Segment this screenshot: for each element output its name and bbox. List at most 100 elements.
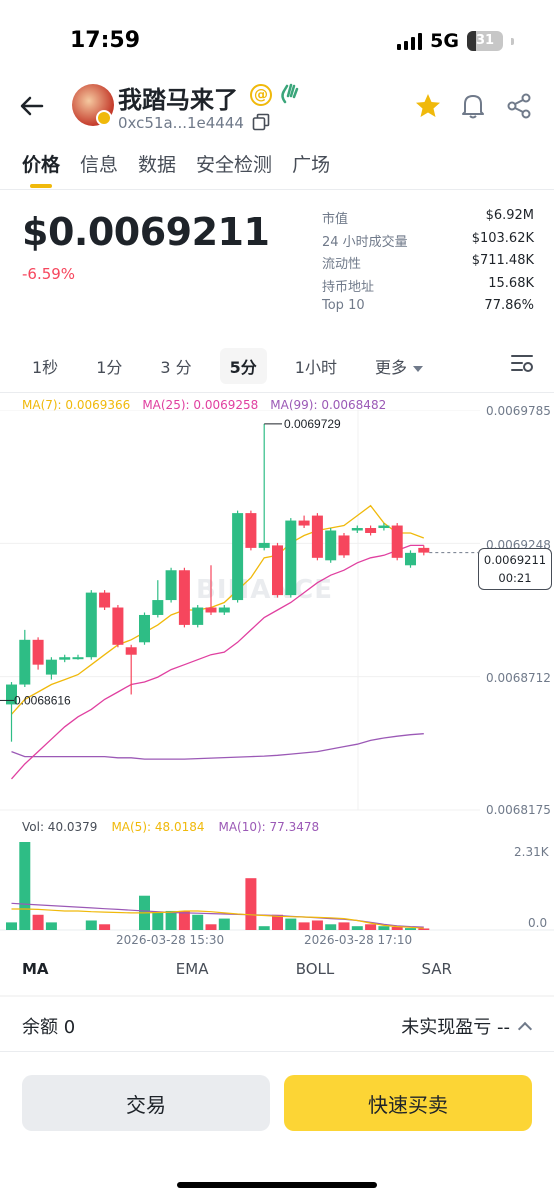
indicator-ema[interactable]: EMA (175, 960, 209, 978)
candle-body (258, 542, 270, 548)
volume-bar (285, 918, 297, 930)
volume-bar (152, 912, 164, 930)
stat-row: Top 10 77.86% (322, 298, 534, 321)
stat-label: 24 小时成交量 (322, 234, 408, 250)
section-divider (0, 995, 554, 997)
annotations: 0.0069729 0.0068616 (0, 417, 478, 707)
quick-buy-sell-button[interactable]: 快速买卖 (284, 1075, 532, 1131)
stat-value: $6.92M (485, 208, 534, 223)
ma99-legend: MA(99): 0.0068482 (270, 398, 387, 412)
stat-label: 市值 (322, 212, 349, 227)
status-right: 5G 31 (397, 30, 514, 52)
stat-value: 77.86% (484, 298, 534, 313)
volume-bar (85, 920, 97, 930)
share-icon[interactable] (506, 93, 532, 119)
candle-body (45, 659, 57, 675)
volume-bar (338, 922, 350, 930)
candle-body (245, 513, 257, 548)
vol-ma10-legend: MA(10): 77.3478 (218, 820, 320, 834)
candle-body (418, 547, 430, 553)
interval-1h[interactable]: 1小时 (294, 358, 337, 377)
candle-body (85, 592, 97, 658)
candle-body (112, 607, 124, 645)
tab-price[interactable]: 价格 (22, 154, 61, 176)
chart-top-divider (0, 392, 554, 393)
vol-ma5-legend: MA(5): 48.0184 (111, 820, 205, 834)
tab-square[interactable]: 广场 (292, 154, 331, 176)
bell-icon[interactable] (460, 92, 486, 120)
stat-row: 24 小时成交量 $103.62K (322, 231, 534, 254)
copy-icon[interactable] (252, 113, 270, 131)
volume-bar (351, 926, 363, 930)
binance-watermark: BINANCE (196, 575, 333, 605)
candle-body (405, 552, 416, 566)
volume-bar (365, 924, 377, 930)
back-arrow-icon[interactable] (18, 92, 46, 120)
candlestick-chart[interactable]: 0.0069729 0.0068616 (0, 410, 554, 820)
indicator-sar[interactable]: SAR (421, 960, 452, 978)
volume-bar (391, 926, 403, 930)
status-time: 17:59 (70, 28, 141, 53)
candle-body (178, 570, 190, 625)
time-label: 2026-03-28 17:10 (304, 933, 413, 947)
token-name: 我踏马来了 (118, 86, 238, 114)
indicator-ma[interactable]: MA (22, 960, 49, 978)
interval-selector: 1秒 1分 3 分 5分 1小时 更多 (22, 348, 451, 384)
interval-3m[interactable]: 3 分 (160, 358, 192, 377)
volume-bar (418, 928, 430, 930)
countdown: 00:21 (498, 571, 532, 585)
volume-bar (378, 926, 390, 930)
battery-icon: 31 (467, 31, 503, 51)
volume-bar (19, 842, 31, 930)
wave-hand-icon (281, 83, 299, 104)
stat-label: Top 10 (322, 298, 365, 313)
low-price-label: 0.0068616 (14, 693, 71, 707)
candle-body (311, 515, 323, 558)
interval-1s[interactable]: 1秒 (32, 358, 59, 377)
volume-bar (272, 914, 283, 930)
price-axis-label: 0.0069785 (486, 404, 551, 418)
main-tabs: 价格 信息 数据 安全检测 广场 (22, 150, 330, 177)
unrealized-pnl[interactable]: 未实现盈亏 -- (401, 1013, 533, 1039)
candle-body (232, 513, 244, 601)
candle-body (325, 530, 337, 561)
chart-settings-icon[interactable] (510, 352, 534, 374)
tab-security[interactable]: 安全检测 (196, 154, 273, 176)
candle-body (378, 525, 390, 529)
ma7-legend: MA(7): 0.0069366 (22, 398, 131, 412)
caret-down-icon (413, 365, 423, 372)
interval-1m[interactable]: 1分 (96, 358, 123, 377)
volume-bar (218, 918, 230, 930)
unrealized-pnl-label: 未实现盈亏 -- (401, 1017, 510, 1038)
candle-body (19, 639, 31, 685)
candle-body (59, 657, 71, 660)
price-axis-label: 0.0068712 (486, 671, 551, 685)
volume-bar (32, 914, 44, 930)
interval-5m[interactable]: 5分 (219, 348, 267, 384)
time-label: 2026-03-28 15:30 (116, 933, 225, 947)
candle-body (125, 647, 137, 655)
volume-bar (192, 914, 204, 930)
candle-body (218, 607, 230, 613)
volume-chart[interactable] (0, 838, 554, 934)
stat-row: 持币地址 15.68K (322, 276, 534, 299)
tab-info[interactable]: 信息 (80, 154, 119, 176)
battery-tip (511, 37, 514, 45)
interval-more[interactable]: 更多 (365, 348, 433, 384)
candle-body (338, 535, 350, 556)
at-badge-icon: @ (250, 84, 272, 106)
tab-data[interactable]: 数据 (138, 154, 177, 176)
stat-value: $711.48K (471, 253, 534, 268)
candle-body (272, 545, 283, 596)
volume-bar (45, 922, 57, 930)
volume-bar (298, 922, 310, 930)
balance-divider (0, 1051, 554, 1052)
indicator-boll[interactable]: BOLL (295, 960, 335, 978)
favorite-star-icon[interactable] (414, 92, 442, 120)
trade-button[interactable]: 交易 (22, 1075, 270, 1131)
stat-value: 15.68K (488, 275, 534, 291)
candle-body (351, 528, 363, 531)
vol-ma10-line (11, 902, 424, 928)
high-price-label: 0.0069729 (284, 417, 341, 431)
